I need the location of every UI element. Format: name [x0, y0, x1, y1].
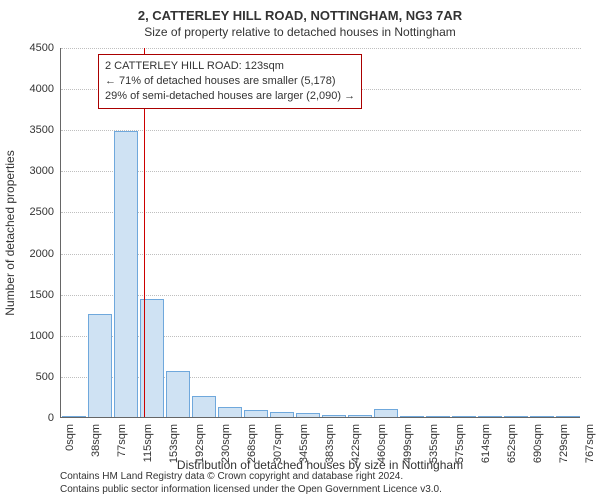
histogram-bar	[530, 416, 555, 417]
histogram-bar	[296, 413, 321, 417]
grid-line	[61, 212, 581, 213]
x-tick-label: 230sqm	[220, 424, 232, 474]
grid-line	[61, 254, 581, 255]
grid-line	[61, 295, 581, 296]
x-tick-label: 729sqm	[558, 424, 570, 474]
histogram-bar	[166, 371, 191, 417]
y-tick-label: 4000	[14, 83, 54, 95]
x-tick-label: 77sqm	[116, 424, 128, 474]
page-title: 2, CATTERLEY HILL ROAD, NOTTINGHAM, NG3 …	[0, 0, 600, 23]
histogram-bar	[218, 407, 243, 417]
y-tick-label: 1500	[14, 289, 54, 301]
annotation-line-1: 2 CATTERLEY HILL ROAD: 123sqm	[105, 59, 355, 74]
y-tick-label: 500	[14, 371, 54, 383]
histogram-bar	[452, 416, 477, 417]
attribution: Contains HM Land Registry data © Crown c…	[60, 470, 442, 496]
histogram-bar	[426, 416, 451, 417]
page-subtitle: Size of property relative to detached ho…	[0, 23, 600, 43]
y-tick-label: 0	[14, 412, 54, 424]
x-tick-label: 0sqm	[64, 424, 76, 474]
x-tick-label: 422sqm	[350, 424, 362, 474]
y-tick-label: 1000	[14, 330, 54, 342]
y-tick-label: 3500	[14, 124, 54, 136]
annotation-box: 2 CATTERLEY HILL ROAD: 123sqm ← 71% of d…	[98, 54, 362, 109]
x-tick-label: 499sqm	[402, 424, 414, 474]
histogram-bar	[192, 396, 217, 417]
y-tick-label: 2500	[14, 206, 54, 218]
x-tick-label: 575sqm	[454, 424, 466, 474]
y-tick-label: 4500	[14, 42, 54, 54]
y-tick-label: 2000	[14, 248, 54, 260]
chart-area: Number of detached properties Distributi…	[60, 48, 580, 418]
x-tick-label: 614sqm	[480, 424, 492, 474]
histogram-bar	[62, 416, 87, 417]
histogram-bar	[270, 412, 295, 417]
x-tick-label: 115sqm	[142, 424, 154, 474]
attribution-line-2: Contains public sector information licen…	[60, 483, 442, 496]
grid-line	[61, 130, 581, 131]
x-tick-label: 535sqm	[428, 424, 440, 474]
histogram-bar	[504, 416, 529, 417]
x-tick-label: 268sqm	[246, 424, 258, 474]
histogram-bar	[348, 415, 373, 417]
histogram-bar	[140, 299, 165, 417]
histogram-bar	[374, 409, 399, 417]
histogram-bar	[88, 314, 113, 417]
x-tick-label: 652sqm	[506, 424, 518, 474]
y-tick-label: 3000	[14, 165, 54, 177]
x-tick-label: 38sqm	[90, 424, 102, 474]
histogram-bar	[478, 416, 503, 417]
x-tick-label: 307sqm	[272, 424, 284, 474]
histogram-bar	[400, 416, 425, 417]
grid-line	[61, 48, 581, 49]
histogram-bar	[244, 410, 269, 417]
x-tick-label: 767sqm	[584, 424, 596, 474]
histogram-bar	[556, 416, 581, 417]
attribution-line-1: Contains HM Land Registry data © Crown c…	[60, 470, 442, 483]
x-tick-label: 690sqm	[532, 424, 544, 474]
x-tick-label: 460sqm	[376, 424, 388, 474]
x-tick-label: 192sqm	[194, 424, 206, 474]
histogram-bar	[322, 415, 347, 417]
annotation-line-3: 29% of semi-detached houses are larger (…	[105, 89, 355, 104]
histogram-bar	[114, 131, 139, 417]
x-tick-label: 345sqm	[298, 424, 310, 474]
grid-line	[61, 171, 581, 172]
x-tick-label: 153sqm	[168, 424, 180, 474]
annotation-line-2: ← 71% of detached houses are smaller (5,…	[105, 74, 355, 89]
x-tick-label: 383sqm	[324, 424, 336, 474]
